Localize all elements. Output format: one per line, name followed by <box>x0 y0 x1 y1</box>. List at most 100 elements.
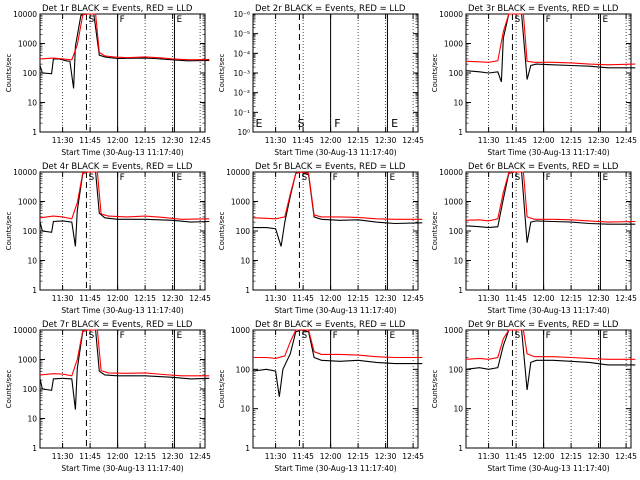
panel-title: Det 6r BLACK = Events, RED = LLD <box>468 162 619 172</box>
y-tick-label: 10⁻⁶ <box>233 10 250 19</box>
series-lld <box>39 171 210 220</box>
marker-label: F <box>120 15 125 25</box>
y-tick-label: 1 <box>32 128 37 137</box>
marker-label: F <box>546 15 551 25</box>
panel-det-8: Det 8r BLACK = Events, RED = LLD 1 10 100 10… <box>218 320 424 473</box>
y-tick-label: 10 <box>27 415 37 424</box>
region-label: E <box>391 117 398 130</box>
x-axis-label: Start Time (30-Aug-13 11:17:40) <box>61 464 183 473</box>
y-tick-label: 10000 <box>226 168 250 177</box>
series-events <box>252 329 423 397</box>
y-tick-label: 1000 <box>231 326 250 335</box>
marker-label: E <box>176 331 182 341</box>
x-tick-label: 12:15 <box>560 294 582 303</box>
y-axis-label: Counts/sec <box>218 212 226 251</box>
x-axis-label: Start Time (30-Aug-13 11:17:40) <box>61 306 183 315</box>
y-tick-label: 10⁻⁵ <box>233 30 250 39</box>
x-tick-label: 11:45 <box>79 294 101 303</box>
series-lld <box>465 329 636 360</box>
plot-frame <box>39 13 206 133</box>
x-axis-label: Start Time (30-Aug-13 11:17:40) <box>487 148 609 157</box>
x-tick-label: 11:30 <box>52 136 74 145</box>
y-tick-label: 1 <box>32 286 37 295</box>
marker-label: E <box>602 15 608 25</box>
x-tick-label: 12:30 <box>375 136 397 145</box>
x-tick-label: 11:30 <box>52 452 74 461</box>
x-tick-label: 11:45 <box>505 136 527 145</box>
y-tick-label: 100 <box>23 385 38 394</box>
marker-label: E <box>389 331 395 341</box>
series-events <box>253 171 423 247</box>
marker-label: F <box>546 331 551 341</box>
y-tick-label: 1 <box>458 444 463 453</box>
y-axis-label: Counts/sec <box>431 54 439 93</box>
panel-title: Det 7r BLACK = Events, RED = LLD <box>42 320 193 330</box>
panel-det-5: Det 5r BLACK = Events, RED = LLD 1 10 100 10… <box>218 162 424 315</box>
x-tick-label: 12:30 <box>588 294 610 303</box>
plot-frame <box>465 329 632 449</box>
y-tick-label: 1 <box>458 286 463 295</box>
y-tick-label: 100 <box>23 227 38 236</box>
y-tick-label: 10 <box>240 405 250 414</box>
panel-title: Det 2r BLACK = Events, RED = LLD <box>255 4 406 14</box>
x-tick-label: 12:30 <box>162 294 184 303</box>
y-tick-label: 10 <box>27 99 37 108</box>
panel-title: Det 4r BLACK = Events, RED = LLD <box>42 162 193 172</box>
x-tick-label: 11:45 <box>292 294 314 303</box>
x-tick-label: 12:30 <box>375 294 397 303</box>
y-tick-label: 1000 <box>18 40 37 49</box>
marker-label: F <box>120 331 125 341</box>
panel-det-7: Det 7r BLACK = Events, RED = LLD 1 10 100 10… <box>5 320 211 473</box>
x-tick-label: 11:30 <box>52 294 74 303</box>
x-tick-label: 11:30 <box>265 136 287 145</box>
plot-frame <box>252 171 419 291</box>
y-tick-label: 10000 <box>439 168 463 177</box>
x-tick-label: 12:15 <box>134 136 156 145</box>
plot-frame <box>252 329 419 449</box>
x-tick-label: 12:00 <box>533 452 555 461</box>
series-events <box>465 171 636 243</box>
marker-label: F <box>333 331 338 341</box>
series-lld <box>39 13 210 61</box>
series-events <box>465 329 636 390</box>
series-lld <box>253 329 423 359</box>
marker-label: E <box>602 173 608 183</box>
x-tick-label: 12:30 <box>588 452 610 461</box>
y-tick-label: 10⁻¹ <box>233 108 250 117</box>
x-tick-label: 11:45 <box>292 452 314 461</box>
x-tick-label: 11:30 <box>265 452 287 461</box>
y-tick-label: 1000 <box>18 198 37 207</box>
x-tick-label: 11:45 <box>79 136 101 145</box>
x-tick-label: 12:00 <box>533 294 555 303</box>
series-events <box>39 13 210 89</box>
region-label: E <box>255 117 262 130</box>
x-tick-label: 12:15 <box>347 294 369 303</box>
marker-label: S <box>88 331 94 341</box>
marker-label: S <box>88 173 94 183</box>
y-tick-label: 1000 <box>444 326 463 335</box>
x-tick-label: 12:00 <box>320 452 342 461</box>
x-tick-label: 12:15 <box>347 136 369 145</box>
y-tick-label: 1 <box>458 128 463 137</box>
y-tick-label: 10 <box>453 99 463 108</box>
y-tick-label: 10⁻³ <box>233 69 250 78</box>
y-tick-label: 10000 <box>439 10 463 19</box>
marker-label: F <box>333 173 338 183</box>
series-lld <box>465 171 636 223</box>
x-tick-label: 12:30 <box>162 136 184 145</box>
panel-title: Det 3r BLACK = Events, RED = LLD <box>468 4 619 14</box>
x-tick-label: 12:15 <box>347 452 369 461</box>
y-tick-label: 10⁻⁴ <box>233 49 250 58</box>
y-tick-label: 1 <box>245 444 250 453</box>
x-tick-label: 12:45 <box>189 294 211 303</box>
panel-det-1: Det 1r BLACK = Events, RED = LLD 1 10 100 10… <box>5 4 211 157</box>
x-tick-label: 12:30 <box>588 136 610 145</box>
x-tick-label: 12:15 <box>560 452 582 461</box>
panel-title: Det 8r BLACK = Events, RED = LLD <box>255 320 406 330</box>
x-tick-label: 12:45 <box>189 136 211 145</box>
x-tick-label: 11:45 <box>505 452 527 461</box>
y-tick-label: 1000 <box>18 356 37 365</box>
marker-label: F <box>546 173 551 183</box>
x-tick-label: 12:30 <box>162 452 184 461</box>
